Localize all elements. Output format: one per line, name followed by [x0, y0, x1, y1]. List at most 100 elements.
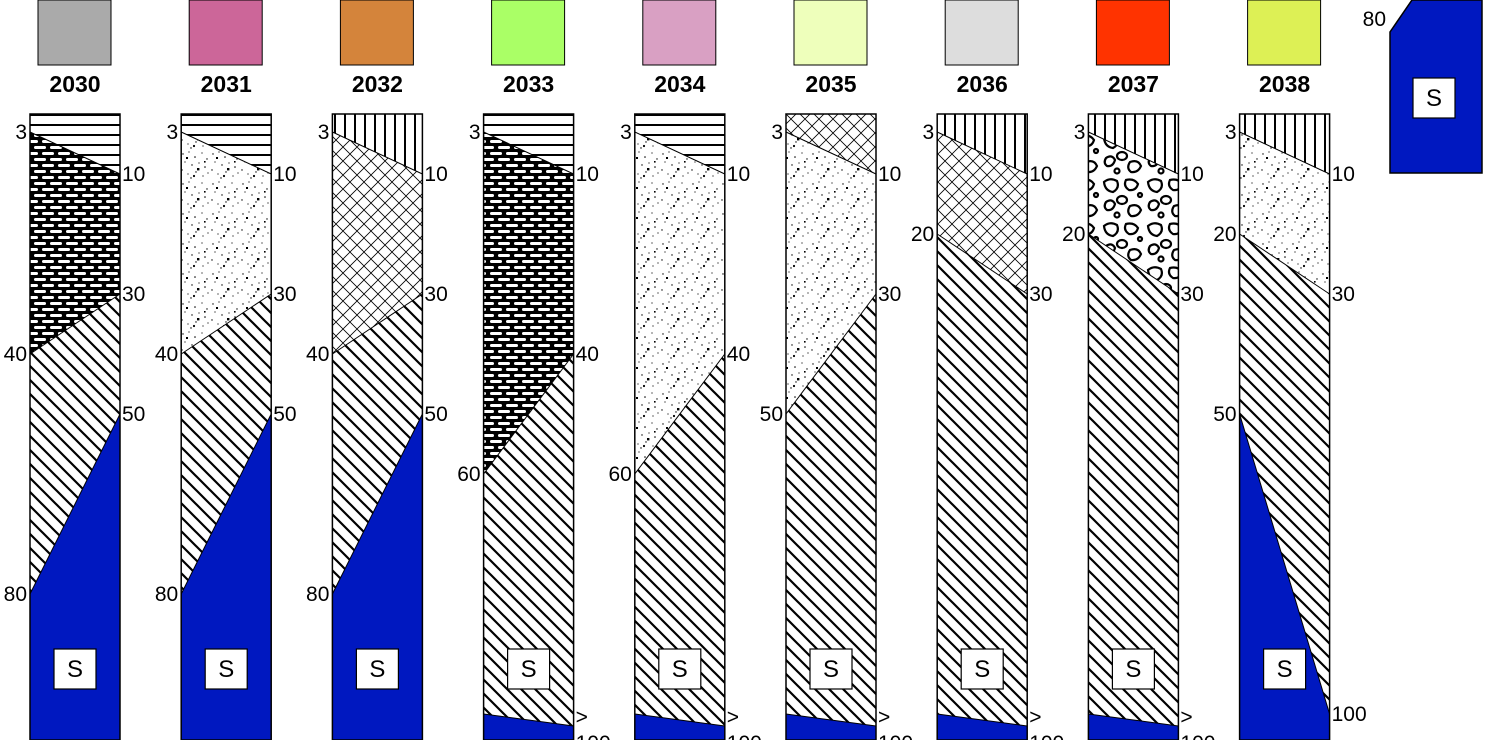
layer-horiz: [634, 114, 725, 174]
layer-dots: [1239, 132, 1330, 294]
layer-blue: [483, 714, 574, 740]
depth-label: 50: [760, 403, 783, 426]
column-year-label: 2035: [805, 71, 856, 97]
depth-label: 3: [318, 121, 330, 144]
s-marker-label: S: [1277, 656, 1293, 683]
soil-column-2031: 2031 3 10 40 30 80 50 S: [155, 0, 297, 740]
column-outline: [331, 113, 424, 740]
layer-boundary: [1239, 233, 1330, 295]
depth-label: 10: [273, 163, 296, 186]
s-marker-box: [809, 648, 853, 690]
depth-label: 10: [424, 163, 447, 186]
layer-boundary: [785, 131, 877, 175]
layer-boundary: [332, 293, 423, 355]
layer-cross: [786, 114, 876, 174]
color-swatch: [642, 0, 717, 66]
layer-dots: [786, 132, 876, 414]
soil-column-2035: 2035 3 10 50 30 >100 S: [760, 0, 913, 740]
layer-boundary: [483, 713, 574, 727]
s-marker-label: S: [218, 656, 234, 683]
depth-label: 100: [878, 732, 913, 740]
color-swatch: [188, 0, 263, 66]
layer-blue: [332, 414, 423, 740]
layer-diag: [1239, 234, 1330, 714]
depth-label: 3: [923, 121, 935, 144]
layer-brick: [483, 132, 574, 474]
layer-boundary: [331, 413, 423, 595]
s-marker-box: [355, 648, 399, 690]
layer-boundary: [29, 413, 121, 595]
soil-column-2038: 2038 3 10 20 30 50 100 S: [1213, 0, 1367, 740]
layer-diag: [1088, 234, 1179, 726]
depth-label: 80: [306, 583, 329, 606]
layer-vert: [1239, 114, 1330, 174]
layer-horiz: [181, 114, 272, 174]
soil-column-2034: 2034 3 10 60 40 >100 S: [608, 0, 762, 740]
layer-cross: [937, 132, 1028, 294]
depth-label: 3: [1225, 121, 1237, 144]
partial-column-top-right: 80 S: [1363, 0, 1483, 174]
color-swatch: [339, 0, 414, 66]
s-marker-box: [507, 648, 551, 690]
layer-boundary: [1239, 131, 1330, 175]
layer-diag: [937, 234, 1028, 726]
partial-depth-label: 80: [1363, 8, 1386, 31]
layer-blue: [1088, 714, 1179, 740]
layer-dots: [634, 132, 725, 474]
s-marker-label: S: [369, 656, 385, 683]
layer-boundary: [483, 353, 574, 475]
column-outline: [1238, 113, 1331, 740]
depth-label: 30: [1180, 283, 1203, 306]
depth-label: 3: [771, 121, 783, 144]
depth-label: 3: [620, 121, 632, 144]
partial-s-label: S: [1426, 85, 1442, 112]
soil-column-2037: 2037 3 10 20 30 >100 S: [1062, 0, 1215, 740]
layer-boundary: [1239, 413, 1331, 715]
layer-boundary: [1088, 233, 1179, 295]
column-year-label: 2032: [352, 71, 403, 97]
depth-label: 100: [1332, 703, 1367, 726]
depth-label: 30: [122, 283, 145, 306]
column-year-label: 2031: [201, 71, 252, 97]
depth-label: 80: [4, 583, 27, 606]
depth-label: 100: [1029, 732, 1064, 740]
color-swatch: [1095, 0, 1170, 66]
depth-label: 20: [1213, 223, 1236, 246]
layer-blue: [786, 714, 876, 740]
layer-diag: [181, 294, 272, 594]
s-marker-box: [658, 648, 702, 690]
depth-label: 60: [608, 463, 631, 486]
column-outline: [1087, 113, 1180, 740]
layer-cross: [332, 132, 423, 354]
layer-diag: [332, 294, 423, 594]
layer-blue: [634, 714, 725, 740]
s-marker-label: S: [823, 656, 839, 683]
column-outline: [180, 113, 272, 740]
layer-diag: [483, 354, 574, 726]
layer-boundary: [180, 413, 272, 595]
depth-label: >: [1180, 706, 1192, 729]
column-outline: [936, 113, 1028, 740]
layer-boundary: [1088, 713, 1179, 727]
s-marker-box: [204, 648, 248, 690]
layer-blue: [30, 414, 120, 740]
depth-label: 3: [469, 121, 481, 144]
layer-vert: [332, 114, 423, 174]
layer-boundary: [29, 131, 121, 175]
depth-label: >: [1029, 706, 1041, 729]
depth-label: >: [727, 706, 739, 729]
depth-label: 100: [727, 732, 762, 740]
depth-label: 3: [1074, 121, 1086, 144]
layer-dots: [181, 132, 272, 354]
layer-boundary: [634, 353, 726, 475]
layer-gravel: [1088, 132, 1179, 294]
depth-label: 50: [273, 403, 296, 426]
s-marker-box: [960, 648, 1004, 690]
layer-boundary: [483, 131, 574, 175]
column-year-label: 2030: [49, 71, 100, 97]
layer-horiz: [30, 114, 120, 174]
color-swatch: [1247, 0, 1322, 66]
s-marker-label: S: [67, 656, 83, 683]
layer-horiz: [483, 114, 574, 174]
layer-diag: [634, 354, 725, 726]
